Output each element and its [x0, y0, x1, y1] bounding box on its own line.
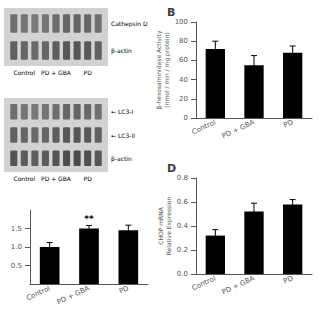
- svg-text:0.2: 0.2: [177, 246, 188, 254]
- svg-text:Control: Control: [191, 118, 217, 136]
- svg-text:0: 0: [184, 114, 188, 122]
- svg-text:Control: Control: [25, 284, 51, 302]
- svg-text:100: 100: [175, 18, 188, 26]
- svg-text:D: D: [167, 162, 176, 175]
- svg-text:1.5: 1.5: [11, 225, 22, 233]
- svg-text:PD + GBA: PD + GBA: [221, 274, 256, 296]
- svg-text:CHOP mRNA: CHOP mRNA: [157, 206, 164, 244]
- svg-text:1.0: 1.0: [11, 243, 22, 251]
- svg-text:β-actin: β-actin: [111, 155, 132, 163]
- svg-text:B: B: [167, 6, 175, 19]
- svg-text:β-hexosaminidase Activity: β-hexosaminidase Activity: [155, 30, 163, 109]
- svg-text:**: **: [84, 214, 94, 224]
- svg-text:PD: PD: [282, 118, 294, 129]
- svg-text:← LC3-I: ← LC3-I: [111, 108, 133, 115]
- svg-text:PD: PD: [84, 175, 93, 182]
- svg-text:PD + GBA: PD + GBA: [221, 118, 256, 140]
- svg-text:PD: PD: [118, 284, 130, 295]
- svg-text:0.5: 0.5: [11, 262, 22, 270]
- svg-text:0.0: 0.0: [177, 270, 188, 278]
- svg-text:0.4: 0.4: [177, 222, 189, 230]
- svg-text:PD: PD: [84, 69, 93, 76]
- svg-text:PD + GBA: PD + GBA: [41, 69, 72, 76]
- svg-text:20: 20: [179, 95, 188, 103]
- svg-text:80: 80: [179, 37, 188, 45]
- svg-text:0.6: 0.6: [177, 198, 189, 206]
- svg-text:PD + GBA: PD + GBA: [41, 175, 72, 182]
- svg-text:0.8: 0.8: [177, 174, 188, 182]
- svg-text:40: 40: [179, 76, 188, 84]
- svg-text:Control: Control: [13, 175, 35, 182]
- svg-text:(nmol / min / mg protein): (nmol / min / mg protein): [163, 32, 171, 108]
- svg-text:← LC3-II: ← LC3-II: [111, 132, 135, 139]
- svg-text:β-actin: β-actin: [111, 47, 132, 55]
- svg-text:Relative Expression: Relative Expression: [165, 196, 173, 255]
- svg-text:60: 60: [179, 56, 188, 64]
- svg-text:Control: Control: [13, 69, 35, 76]
- svg-text:Control: Control: [191, 274, 217, 292]
- svg-text:PD: PD: [282, 274, 294, 285]
- svg-text:PD + GBA: PD + GBA: [56, 284, 91, 306]
- svg-text:Cathepsin D: Cathepsin D: [111, 20, 148, 28]
